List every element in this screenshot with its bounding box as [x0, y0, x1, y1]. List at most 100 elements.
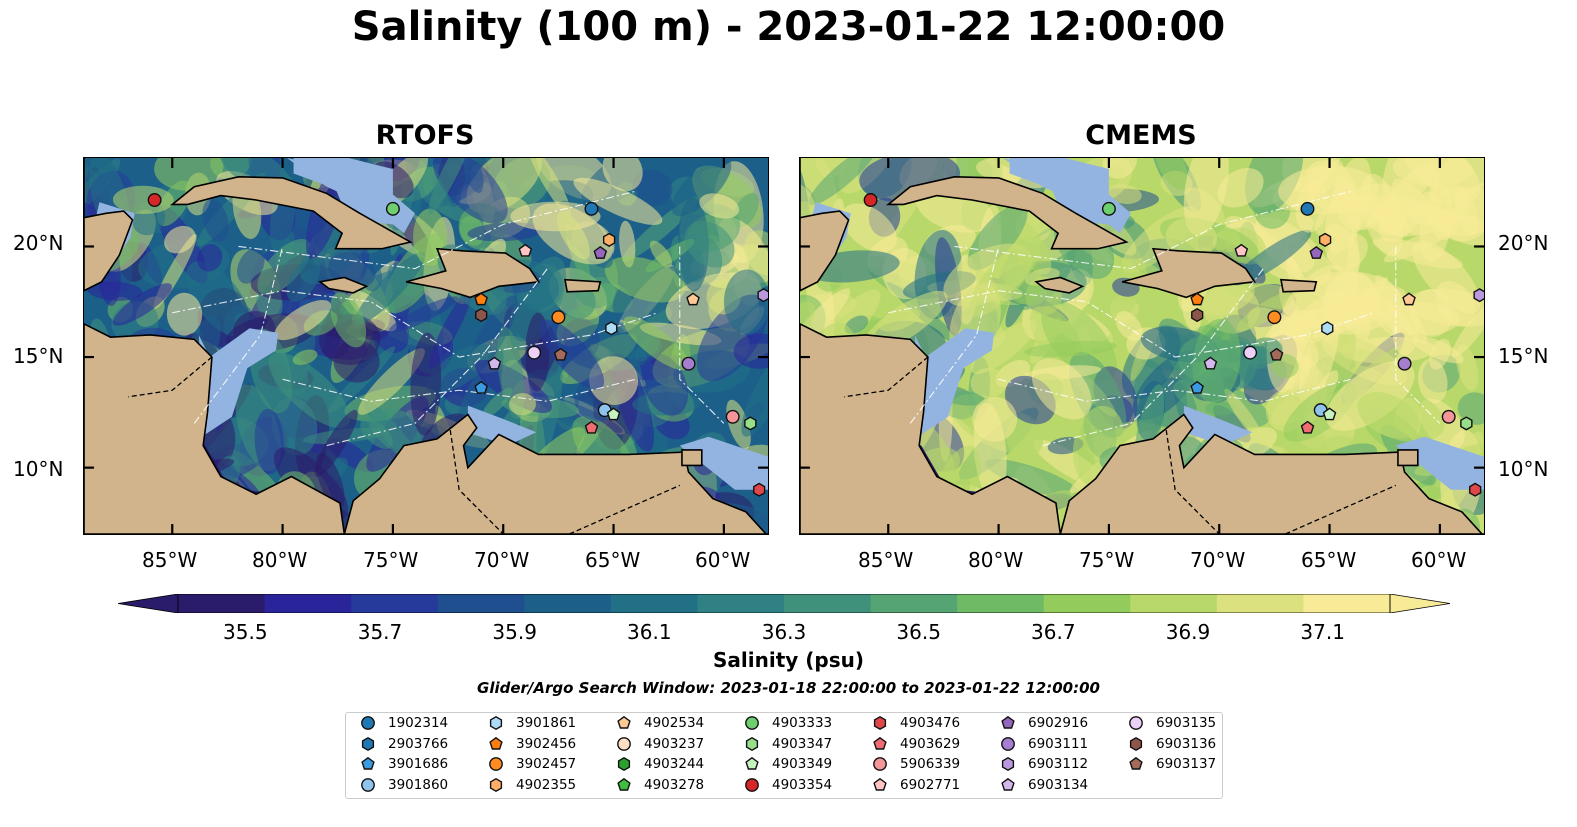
- land-trinidad: [681, 449, 703, 467]
- float-marker-3901686[interactable]: [474, 380, 488, 394]
- float-marker-3902457[interactable]: [1267, 310, 1282, 325]
- map-panel-rtofs[interactable]: [83, 157, 769, 535]
- lon-tick-label: 65°W: [1301, 548, 1357, 572]
- float-marker-1902314[interactable]: [1300, 201, 1315, 216]
- float-marker-6903111[interactable]: [681, 356, 696, 371]
- legend-marker-3902456: [489, 736, 503, 750]
- colorbar-tick-label: 36.9: [1165, 620, 1211, 644]
- legend-item: 6903111: [1000, 736, 1088, 752]
- legend-marker-6903134: [1001, 777, 1015, 791]
- legend-marker-icon: [745, 736, 759, 751]
- legend-label: 4903476: [900, 715, 961, 731]
- lon-tick-label: 85°W: [142, 548, 198, 572]
- float-marker-5906339[interactable]: [725, 409, 740, 424]
- colorbar-extend-low: [118, 594, 179, 613]
- map-panel-cmems[interactable]: [799, 157, 1485, 535]
- legend-marker-2903766: [361, 736, 375, 751]
- colorbar-tick-label: 35.9: [492, 620, 537, 644]
- colorbar: [118, 594, 1450, 613]
- legend-label: 4903333: [772, 715, 833, 731]
- float-marker-4902355[interactable]: [1318, 232, 1332, 247]
- float-marker-6903135[interactable]: [1243, 345, 1258, 360]
- float-marker-6902771[interactable]: [518, 243, 533, 257]
- lon-tick-label: 75°W: [1079, 548, 1135, 572]
- lat-tick-label: 20°N: [13, 231, 64, 255]
- legend-marker-3901686: [361, 756, 375, 770]
- legend-item: 4903349: [744, 756, 832, 772]
- shelf-region: [914, 328, 995, 435]
- float-marker-6902916[interactable]: [593, 245, 608, 259]
- legend-item: 3901860: [360, 777, 448, 793]
- float-marker-1902314[interactable]: [584, 201, 599, 216]
- land-yucatan: [84, 158, 134, 292]
- float-marker-4903333[interactable]: [1101, 201, 1116, 216]
- float-marker-3902456[interactable]: [474, 292, 488, 306]
- land-jamaica: [318, 276, 369, 294]
- float-marker-4903629[interactable]: [584, 420, 599, 434]
- legend-marker-3901861: [489, 715, 503, 731]
- float-marker-6903112[interactable]: [1473, 288, 1484, 303]
- legend-marker-icon: [873, 777, 887, 791]
- legend-marker-icon: [873, 715, 887, 731]
- legend-item: 6903134: [1000, 777, 1088, 793]
- map-svg-cmems: [800, 158, 1484, 534]
- legend-marker-6903137: [1129, 756, 1143, 770]
- legend-label: 5906339: [900, 756, 961, 772]
- float-marker-3902457[interactable]: [551, 310, 566, 325]
- legend-label: 3902456: [516, 735, 577, 752]
- float-marker-6903135[interactable]: [527, 345, 542, 360]
- float-marker-4903629[interactable]: [1300, 420, 1315, 434]
- float-marker-6903112[interactable]: [757, 288, 768, 303]
- land-southAmerica: [1059, 413, 1484, 534]
- legend-item: 3901861: [488, 715, 576, 731]
- float-marker-6903136[interactable]: [1191, 307, 1204, 323]
- legend-label: 3901686: [388, 756, 449, 772]
- legend-marker-4903244: [617, 756, 631, 772]
- colorbar-segment: [351, 594, 439, 613]
- float-marker-3901861[interactable]: [605, 321, 618, 336]
- float-marker-6903136[interactable]: [475, 307, 488, 323]
- float-marker-6903137[interactable]: [553, 347, 568, 361]
- float-marker-3901861[interactable]: [1321, 321, 1334, 336]
- panel-title-rtofs: RTOFS: [375, 120, 475, 151]
- legend-marker-icon: [617, 715, 631, 729]
- float-marker-4903476[interactable]: [1469, 482, 1482, 497]
- float-marker-6903134[interactable]: [487, 356, 502, 370]
- legend-label: 4903237: [644, 735, 705, 752]
- float-marker-4903476[interactable]: [753, 482, 766, 497]
- float-marker-4902534[interactable]: [686, 292, 700, 306]
- float-marker-4903354[interactable]: [147, 193, 162, 207]
- legend-marker-3901860: [361, 777, 375, 792]
- float-marker-6903134[interactable]: [1203, 356, 1218, 370]
- float-marker-6903137[interactable]: [1269, 347, 1284, 361]
- float-marker-6902771[interactable]: [1234, 243, 1249, 257]
- colorbar-segment: [610, 594, 698, 613]
- float-marker-4903347[interactable]: [1460, 416, 1473, 431]
- lat-tick-label: 15°N: [13, 344, 64, 368]
- legend-label: 4903354: [772, 776, 833, 793]
- legend-item: 3901686: [360, 756, 448, 772]
- colorbar-tick-label: 37.1: [1300, 620, 1345, 644]
- float-marker-4903349[interactable]: [606, 407, 621, 421]
- float-marker-6902916[interactable]: [1309, 245, 1324, 259]
- float-marker-4903349[interactable]: [1322, 407, 1337, 421]
- float-marker-4903354[interactable]: [863, 193, 878, 207]
- lon-tick-label: 85°W: [858, 548, 914, 572]
- float-marker-5906339[interactable]: [1441, 409, 1456, 424]
- float-marker-4903333[interactable]: [385, 201, 400, 216]
- shelf-region: [287, 158, 415, 234]
- float-marker-3901686[interactable]: [1190, 380, 1204, 394]
- float-marker-4903347[interactable]: [744, 416, 757, 431]
- legend-marker-4903629: [873, 736, 887, 750]
- colorbar-segment: [697, 594, 785, 613]
- legend-marker-4903354: [745, 777, 759, 792]
- legend-marker-4903333: [745, 716, 759, 730]
- legend-item: 4903354: [744, 777, 832, 793]
- float-marker-6903111[interactable]: [1397, 356, 1412, 371]
- colorbar-segment: [264, 594, 352, 613]
- float-marker-4902355[interactable]: [602, 232, 616, 247]
- float-marker-4902534[interactable]: [1402, 292, 1416, 306]
- float-marker-3902456[interactable]: [1190, 292, 1204, 306]
- legend-marker-icon: [745, 716, 759, 730]
- colorbar-segment: [1130, 594, 1218, 613]
